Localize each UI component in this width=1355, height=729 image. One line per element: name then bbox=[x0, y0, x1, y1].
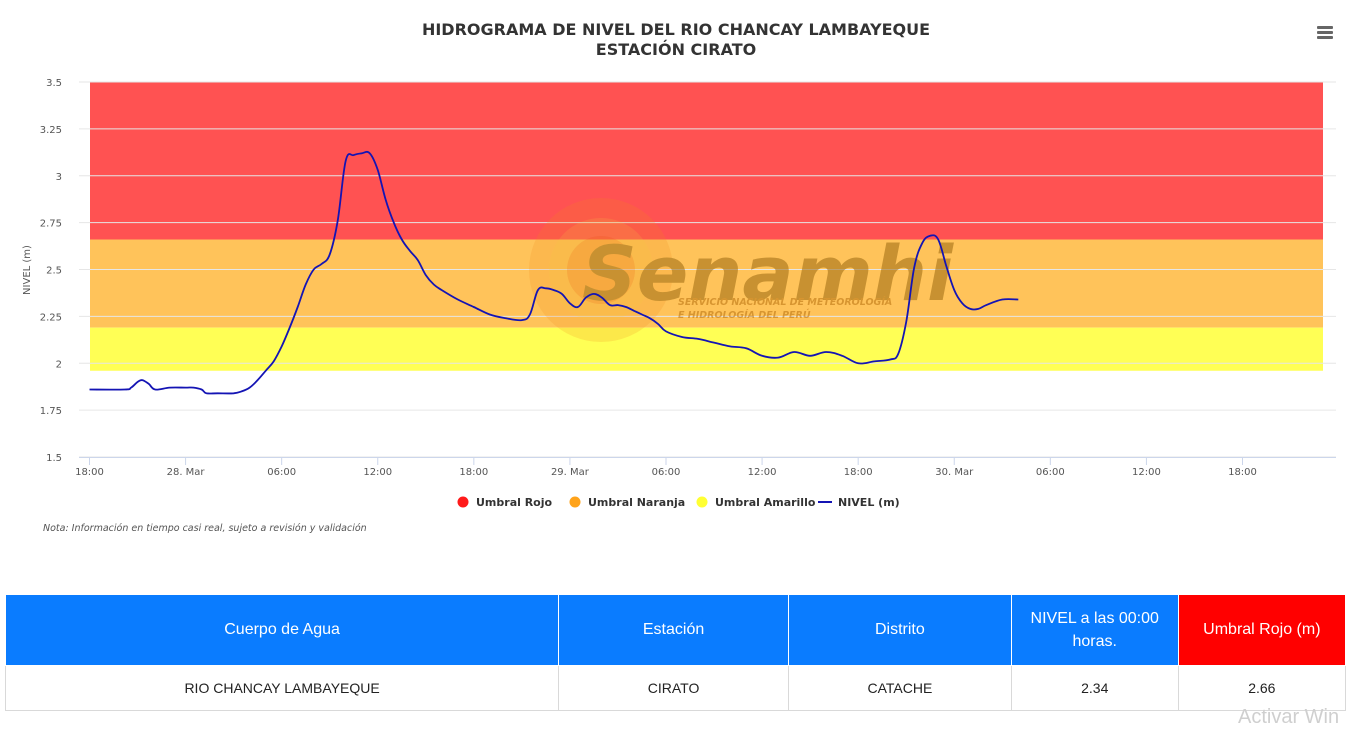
y-tick-label: 3.5 bbox=[46, 78, 62, 89]
header-district: Distrito bbox=[787, 594, 1012, 666]
hydrograph-chart: Senamhi SERVICIO NACIONAL DE METEOROLOGÍ… bbox=[22, 20, 1338, 534]
cell-level: 2.34 bbox=[1010, 665, 1179, 711]
cell-red-threshold: 2.66 bbox=[1177, 665, 1347, 711]
y-axis-title: NIVEL (m) bbox=[22, 245, 33, 295]
legend-label: Umbral Amarillo bbox=[715, 496, 816, 509]
logo-name: Senamhi bbox=[582, 229, 954, 318]
x-tick-label: 18:00 bbox=[844, 467, 873, 478]
x-tick-label: 18:00 bbox=[1228, 467, 1257, 478]
x-tick-label: 18:00 bbox=[75, 467, 104, 478]
legend-label: NIVEL (m) bbox=[838, 496, 900, 509]
x-tick-label: 29. Mar bbox=[551, 467, 590, 478]
x-tick-label: 18:00 bbox=[459, 467, 488, 478]
menu-bar bbox=[1317, 36, 1333, 39]
x-tick-label: 12:00 bbox=[1132, 467, 1161, 478]
legend-item: Umbral Rojo bbox=[457, 496, 553, 509]
x-tick-label: 06:00 bbox=[652, 467, 681, 478]
axes: 1.5 1.75 2 2.25 2.5 2.75 3 3.25 3.5 18:00 28. Mar 0… bbox=[40, 78, 1336, 478]
header-red-threshold: Umbral Rojo (m) bbox=[1177, 594, 1347, 666]
legend-item: Umbral Amarillo bbox=[696, 496, 816, 509]
chart-svg: Senamhi SERVICIO NACIONAL DE METEOROLOGÍ… bbox=[22, 20, 1336, 509]
logo-line2: E HIDROLOGÍA DEL PERÚ bbox=[678, 309, 811, 321]
station-table: Cuerpo de Agua Estación Distrito NIVEL a… bbox=[4, 594, 1347, 711]
band-umbral-amarillo bbox=[90, 327, 1323, 371]
y-tick-label: 2.25 bbox=[40, 312, 62, 323]
series-layer bbox=[89, 150, 1019, 395]
header-water-body: Cuerpo de Agua bbox=[4, 594, 560, 666]
os-activation-watermark: Activar Win bbox=[1238, 706, 1340, 728]
cell-station: CIRATO bbox=[558, 665, 789, 711]
x-tick-label: 12:00 bbox=[363, 467, 392, 478]
header-level: NIVEL a las 00:00 horas. bbox=[1010, 594, 1179, 666]
y-tick-label: 1.75 bbox=[40, 406, 62, 417]
chart-legend: Umbral Rojo Umbral Naranja Umbral Amarillo… bbox=[457, 496, 900, 509]
x-tick-label: 06:00 bbox=[267, 467, 296, 478]
y-tick-label: 3 bbox=[56, 172, 62, 183]
senamhi-logo: Senamhi SERVICIO NACIONAL DE METEOROLOGÍ… bbox=[529, 198, 954, 342]
legend-item: Umbral Naranja bbox=[569, 496, 685, 509]
header-station: Estación bbox=[558, 594, 789, 666]
legend-label: Umbral Rojo bbox=[476, 496, 553, 509]
x-tick-label: 12:00 bbox=[748, 467, 777, 478]
table-header-row: Cuerpo de Agua Estación Distrito NIVEL a… bbox=[4, 594, 1347, 666]
legend-item: NIVEL (m) bbox=[818, 496, 900, 509]
legend-dot-icon bbox=[696, 496, 708, 508]
y-tick-label: 2.75 bbox=[40, 219, 62, 230]
chart-subtitle: ESTACIÓN CIRATO bbox=[596, 40, 756, 59]
x-tick-label: 28. Mar bbox=[167, 467, 206, 478]
menu-bar bbox=[1317, 26, 1333, 29]
x-tick-label: 06:00 bbox=[1036, 467, 1065, 478]
hamburger-menu-icon[interactable] bbox=[1312, 22, 1338, 44]
cell-district: CATACHE bbox=[787, 665, 1012, 711]
series-line-nivel bbox=[89, 150, 1019, 395]
threshold-bands bbox=[90, 82, 1323, 371]
chart-note: Nota: Información en tiempo casi real, s… bbox=[43, 523, 367, 534]
y-tick-label: 1.5 bbox=[46, 453, 62, 464]
y-tick-label: 3.25 bbox=[40, 125, 62, 136]
x-tick-label: 30. Mar bbox=[935, 467, 974, 478]
menu-bar bbox=[1317, 31, 1333, 34]
y-tick-label: 2 bbox=[56, 359, 62, 370]
sun-icon bbox=[529, 198, 673, 342]
legend-dot-icon bbox=[569, 496, 581, 508]
band-umbral-rojo bbox=[90, 82, 1323, 240]
table-row: RIO CHANCAY LAMBAYEQUE CIRATO CATACHE 2.… bbox=[4, 665, 1347, 711]
chart-title: HIDROGRAMA DE NIVEL DEL RIO CHANCAY LAMB… bbox=[422, 20, 930, 39]
legend-dot-icon bbox=[457, 496, 469, 508]
legend-label: Umbral Naranja bbox=[588, 496, 685, 509]
cell-water-body: RIO CHANCAY LAMBAYEQUE bbox=[4, 665, 560, 711]
y-tick-label: 2.5 bbox=[46, 266, 62, 277]
logo-line1: SERVICIO NACIONAL DE METEOROLOGÍA bbox=[678, 296, 892, 308]
